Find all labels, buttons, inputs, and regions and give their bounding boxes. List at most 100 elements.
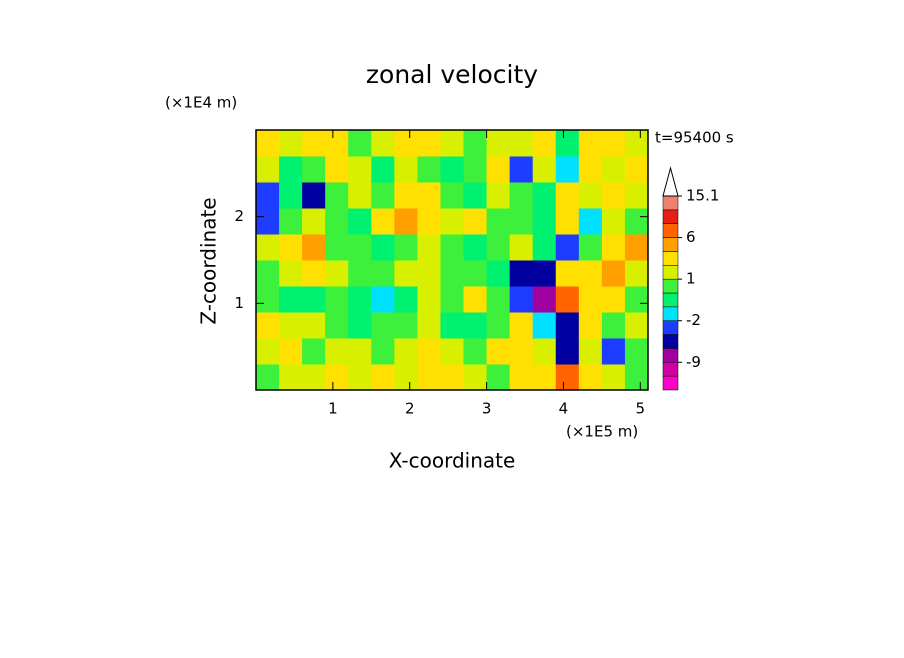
- field-cell: [279, 182, 303, 209]
- field-cell: [325, 364, 349, 391]
- colorbar-segment: [662, 375, 679, 391]
- colorbar-label: -2: [686, 311, 701, 329]
- field-cell: [509, 182, 534, 209]
- field-cell: [555, 364, 580, 391]
- colorbar-segment: [662, 320, 679, 335]
- x-tick-label: 4: [559, 400, 569, 418]
- field-cell: [624, 260, 649, 287]
- field-cell: [394, 286, 418, 313]
- x-tick-label: 3: [482, 400, 492, 418]
- field-cell: [256, 130, 280, 157]
- field-cell: [624, 208, 649, 235]
- field-cell: [624, 234, 649, 261]
- field-cell: [578, 338, 603, 365]
- field-cell: [440, 286, 465, 313]
- field-cell: [463, 364, 488, 391]
- field-cell: [601, 182, 626, 209]
- field-cell: [578, 208, 603, 235]
- field-cell: [532, 234, 557, 261]
- y-tick-label: 1: [234, 294, 244, 312]
- colorbar-label: 1: [686, 270, 696, 288]
- field-cell: [578, 234, 603, 261]
- x-tick-label: 2: [405, 400, 415, 418]
- field-cell: [279, 338, 303, 365]
- chart-title: zonal velocity: [366, 60, 538, 89]
- y-tick-label: 2: [234, 207, 244, 225]
- field-cell: [440, 338, 465, 365]
- field-cell: [463, 338, 488, 365]
- field-cell: [624, 286, 649, 313]
- field-cell: [624, 156, 649, 183]
- field-cell: [394, 130, 418, 157]
- field-cell: [463, 156, 488, 183]
- field-cell: [486, 286, 511, 313]
- colorbar-segment: [662, 195, 679, 211]
- field-cell: [348, 260, 372, 287]
- field-cell: [348, 182, 372, 209]
- field-cell: [509, 234, 534, 261]
- field-cell: [371, 286, 395, 313]
- field-cell: [256, 208, 280, 235]
- field-cell: [463, 130, 488, 157]
- colorbar-segment: [662, 237, 679, 252]
- field-cell: [256, 286, 280, 313]
- field-cell: [371, 156, 395, 183]
- field-cell: [509, 286, 534, 313]
- field-cell: [279, 312, 303, 339]
- field-cell: [578, 130, 603, 157]
- field-cell: [578, 364, 603, 391]
- field-cell: [624, 130, 649, 157]
- field-cell: [509, 364, 534, 391]
- colorbar-segment: [662, 251, 679, 266]
- field-cell: [555, 286, 580, 313]
- field-cell: [394, 234, 418, 261]
- field-cell: [325, 338, 349, 365]
- field-cell: [256, 182, 280, 209]
- field-cell: [440, 156, 465, 183]
- field-cell: [601, 260, 626, 287]
- field-cell: [279, 286, 303, 313]
- field-cell: [348, 338, 372, 365]
- field-cell: [601, 130, 626, 157]
- field-cell: [486, 208, 511, 235]
- field-cell: [463, 312, 488, 339]
- field-cell: [509, 130, 534, 157]
- field-cell: [624, 182, 649, 209]
- field-cell: [463, 182, 488, 209]
- field-cell: [417, 312, 441, 339]
- field-cell: [509, 156, 534, 183]
- field-cell: [325, 286, 349, 313]
- field-cell: [509, 260, 534, 287]
- field-cell: [555, 312, 580, 339]
- field-cell: [486, 364, 511, 391]
- field-cell: [417, 234, 441, 261]
- field-cell: [325, 234, 349, 261]
- field-cell: [463, 234, 488, 261]
- field-cell: [532, 312, 557, 339]
- field-cell: [279, 260, 303, 287]
- field-cell: [532, 130, 557, 157]
- field-cell: [256, 260, 280, 287]
- field-cell: [302, 208, 326, 235]
- field-cell: [325, 312, 349, 339]
- field-cell: [256, 234, 280, 261]
- colorbar-segment: [662, 334, 679, 349]
- field-cell: [417, 286, 441, 313]
- field-cell: [509, 208, 534, 235]
- field-cell: [417, 208, 441, 235]
- field-cell: [279, 234, 303, 261]
- field-cell: [578, 260, 603, 287]
- field-cell: [394, 312, 418, 339]
- field-cell: [601, 208, 626, 235]
- colorbar-over: [662, 166, 679, 197]
- colorbar-segment: [662, 209, 679, 224]
- field-cell: [394, 260, 418, 287]
- field-cell: [555, 208, 580, 235]
- colorbar-segment: [662, 348, 679, 363]
- field-cell: [440, 312, 465, 339]
- field-cell: [394, 156, 418, 183]
- field-cell: [371, 130, 395, 157]
- field-cell: [417, 130, 441, 157]
